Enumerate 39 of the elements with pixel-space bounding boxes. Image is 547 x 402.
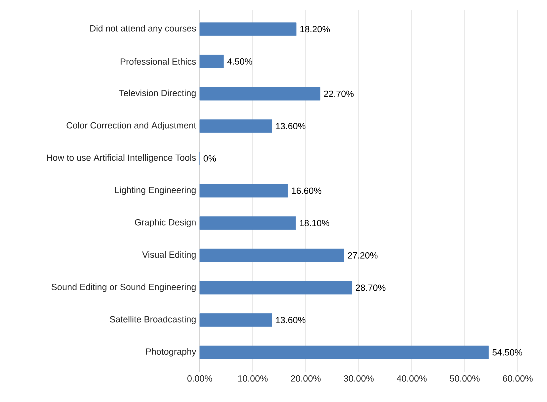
- x-tick-label: 0.00%: [188, 376, 212, 382]
- data-label: 54.50%: [492, 349, 522, 356]
- y-tick-label: Satellite Broadcasting: [110, 316, 196, 324]
- x-tick-label: 50.00%: [450, 376, 480, 382]
- x-tick-label: 10.00%: [238, 376, 268, 382]
- data-label: 0%: [204, 156, 216, 162]
- data-label: 16.60%: [292, 188, 322, 194]
- x-tick-label: 30.00%: [344, 376, 374, 382]
- bar: [200, 216, 296, 230]
- y-tick-label: Television Directing: [119, 90, 196, 98]
- data-label: 22.70%: [324, 90, 354, 98]
- y-tick-label: Graphic Design: [135, 219, 196, 228]
- x-tick-label: 20.00%: [291, 376, 321, 382]
- x-tick-label: 60.00%: [503, 376, 533, 382]
- bar: [200, 184, 288, 198]
- y-tick-label: Did not attend any courses: [90, 25, 196, 34]
- y-tick-label: Visual Editing: [142, 251, 196, 260]
- y-tick-label: Sound Editing or Sound Engineering: [52, 284, 196, 292]
- bar: [200, 87, 321, 101]
- x-tick-label: 40.00%: [397, 376, 427, 382]
- data-label: 28.70%: [356, 284, 386, 292]
- bar: [200, 55, 224, 68]
- data-label: 18.10%: [300, 220, 330, 227]
- data-label: 18.20%: [300, 26, 330, 33]
- data-label: 4.50%: [228, 58, 252, 65]
- y-tick-label: Professional Ethics: [120, 58, 196, 66]
- data-label: 27.20%: [348, 252, 378, 259]
- bar: [200, 314, 272, 327]
- y-tick-label: Photography: [146, 348, 196, 357]
- data-label: 13.60%: [276, 123, 306, 130]
- bar: [200, 346, 490, 360]
- y-tick-label: How to use Artificial Intelligence Tools: [47, 154, 196, 163]
- bar: [200, 120, 272, 134]
- bar: [200, 22, 297, 36]
- data-label: 13.60%: [276, 317, 306, 324]
- y-tick-label: Lighting Engineering: [115, 186, 196, 196]
- bar: [200, 281, 352, 295]
- bar: [200, 248, 344, 262]
- y-tick-label: Color Correction and Adjustment: [66, 122, 196, 131]
